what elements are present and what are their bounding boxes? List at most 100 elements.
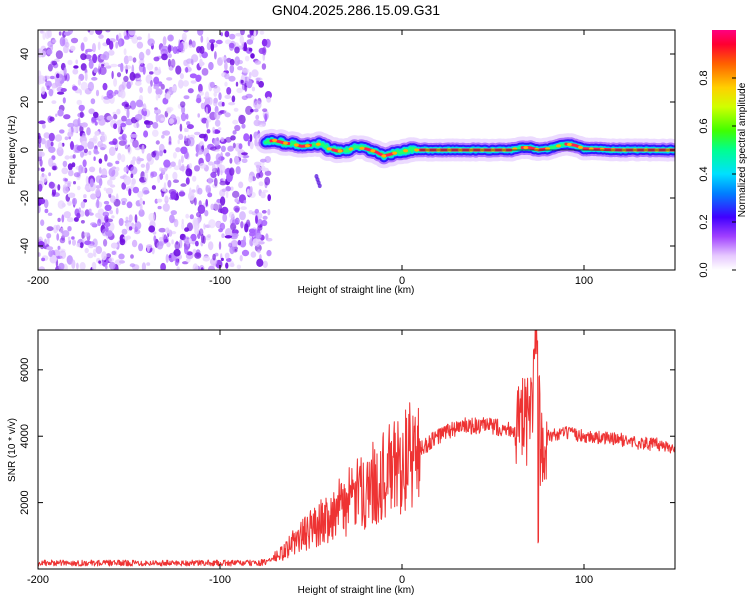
noise-blob — [229, 64, 235, 74]
noise-blob — [83, 194, 87, 199]
noise-blob — [123, 65, 132, 70]
noise-blob — [180, 155, 184, 164]
noise-blob — [109, 210, 113, 215]
noise-blob — [70, 37, 79, 44]
noise-blob — [87, 81, 94, 92]
signal-track-peak — [283, 141, 288, 145]
noise-blob — [100, 131, 105, 135]
noise-blob — [121, 201, 126, 206]
noise-blob — [195, 240, 199, 247]
noise-blob — [109, 195, 116, 203]
noise-blob — [159, 150, 163, 157]
noise-blob — [44, 238, 47, 246]
noise-blob — [194, 252, 202, 259]
spectrogram-y-tick-label: 40 — [19, 48, 31, 60]
noise-blob — [198, 91, 204, 96]
noise-blob — [105, 253, 112, 259]
noise-blob — [68, 128, 72, 133]
noise-blob — [254, 208, 259, 214]
noise-blob — [256, 212, 263, 220]
noise-blob — [54, 78, 60, 88]
noise-blob — [212, 253, 216, 261]
noise-blob — [88, 59, 94, 69]
noise-blob — [229, 245, 235, 255]
snr-frame — [37, 329, 676, 570]
signal-track-peak — [566, 142, 572, 147]
noise-blob — [155, 140, 160, 145]
noise-blob — [98, 115, 105, 120]
noise-blob — [151, 151, 157, 158]
noise-blob — [91, 76, 98, 81]
noise-blob — [195, 153, 199, 157]
noise-blob — [95, 30, 103, 35]
noise-blob — [254, 100, 262, 110]
noise-blob — [166, 91, 171, 96]
noise-blob — [233, 205, 240, 212]
noise-blob — [205, 152, 211, 163]
noise-blob — [258, 80, 264, 88]
noise-blob — [208, 97, 213, 105]
noise-blob — [116, 34, 119, 41]
noise-blob — [161, 134, 165, 139]
noise-blob — [123, 175, 132, 186]
noise-blob — [72, 119, 80, 128]
noise-blob — [170, 191, 177, 200]
noise-blob — [101, 168, 108, 178]
noise-blob — [237, 239, 241, 246]
noise-blob — [136, 156, 142, 165]
noise-blob — [100, 147, 106, 151]
noise-blob — [45, 80, 52, 89]
noise-blob — [95, 246, 103, 254]
noise-blob — [145, 123, 151, 129]
noise-blob — [229, 58, 235, 66]
noise-blob — [255, 172, 261, 179]
noise-blob — [157, 94, 161, 99]
noise-blob — [185, 177, 190, 185]
noise-blob — [44, 208, 49, 214]
noise-blob — [131, 239, 138, 248]
noise-blob — [61, 214, 65, 223]
noise-blob — [264, 170, 272, 176]
noise-blob — [264, 176, 271, 186]
noise-blob — [76, 212, 81, 219]
figure-title: GN04.2025.286.15.09.G31 — [272, 2, 440, 18]
noise-blob — [221, 206, 229, 215]
noise-blob — [261, 63, 267, 70]
noise-blob — [57, 142, 63, 151]
noise-blob — [71, 236, 75, 240]
noise-blob — [41, 257, 46, 262]
noise-blob — [95, 175, 102, 183]
noise-blob — [179, 123, 183, 132]
noise-blob — [114, 89, 119, 95]
noise-blob — [191, 40, 196, 48]
noise-blob — [220, 32, 223, 37]
noise-blob — [38, 75, 46, 84]
noise-blob — [98, 34, 104, 39]
signal-track-peak — [315, 142, 321, 146]
noise-blob — [235, 166, 241, 175]
noise-blob — [40, 30, 44, 34]
noise-blob — [196, 148, 204, 155]
noise-blob — [93, 156, 96, 161]
noise-blob — [186, 251, 193, 256]
noise-blob — [171, 239, 174, 245]
noise-blob — [130, 254, 134, 259]
noise-blob — [225, 190, 229, 199]
noise-blob — [261, 167, 269, 172]
noise-blob — [153, 86, 160, 90]
noise-blob — [64, 180, 72, 185]
noise-blob — [102, 211, 110, 217]
noise-blob — [194, 131, 201, 136]
noise-blob — [225, 262, 229, 269]
noise-blob — [59, 129, 65, 134]
noise-blob — [262, 46, 267, 56]
noise-blob — [204, 210, 209, 217]
noise-blob — [190, 233, 197, 242]
noise-blob — [58, 31, 62, 36]
noise-blob — [62, 186, 69, 194]
noise-blob — [264, 91, 272, 100]
noise-blob — [62, 97, 66, 104]
noise-blob — [47, 212, 53, 216]
noise-blob — [225, 39, 232, 45]
